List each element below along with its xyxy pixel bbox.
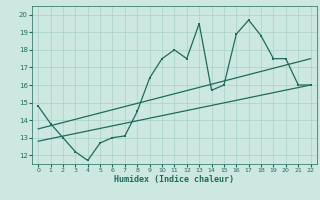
X-axis label: Humidex (Indice chaleur): Humidex (Indice chaleur) bbox=[115, 175, 234, 184]
